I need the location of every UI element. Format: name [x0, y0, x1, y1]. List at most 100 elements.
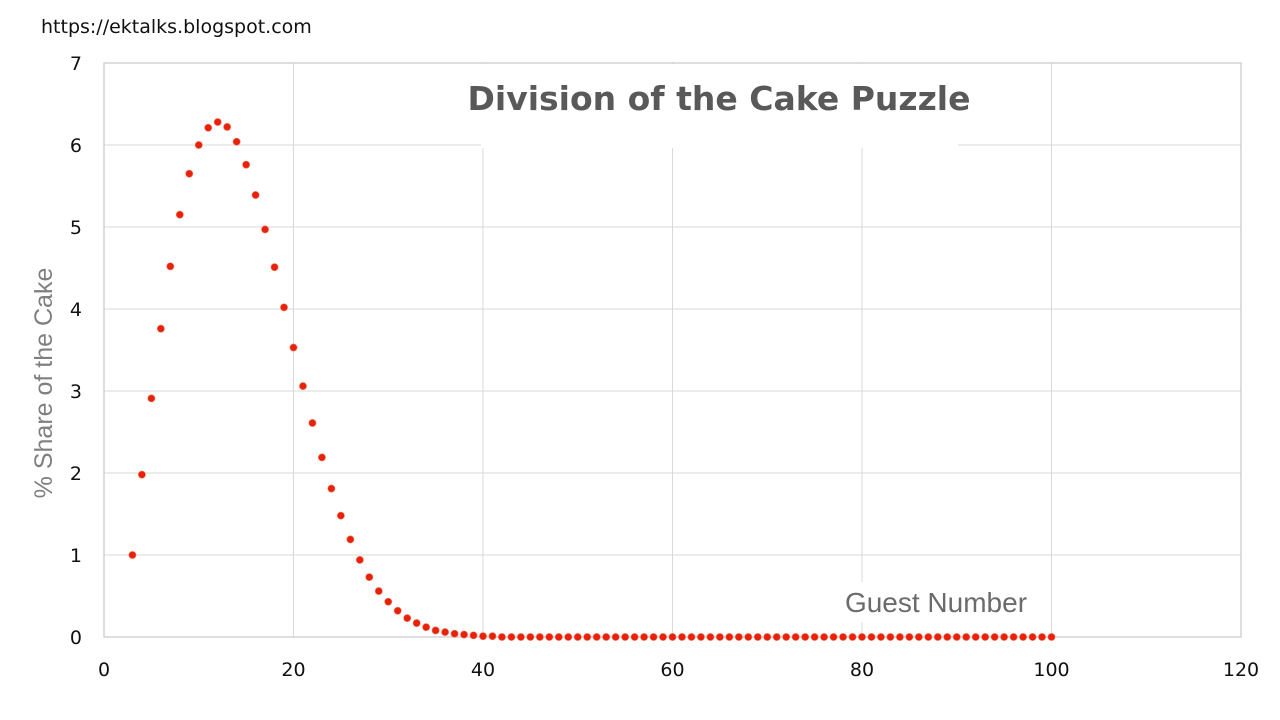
x-axis-label: Guest Number — [845, 587, 1027, 618]
y-tick-label: 1 — [70, 545, 82, 567]
data-point — [886, 633, 895, 641]
x-tick-label: 60 — [660, 659, 684, 681]
data-point — [1019, 633, 1027, 641]
data-point — [839, 633, 847, 641]
y-tick-label: 6 — [70, 135, 82, 157]
data-point — [194, 141, 203, 149]
data-point — [697, 633, 705, 641]
data-point — [517, 633, 525, 641]
data-point — [952, 633, 961, 641]
data-point — [630, 633, 639, 641]
data-point — [877, 633, 885, 641]
y-axis-label: % Share of the Cake — [30, 268, 58, 499]
data-point — [204, 123, 213, 132]
data-point — [1028, 633, 1037, 641]
data-point — [479, 632, 487, 641]
data-point — [384, 597, 393, 606]
data-point — [687, 633, 696, 641]
data-point — [526, 633, 535, 641]
data-point — [583, 633, 592, 641]
data-point — [858, 633, 866, 641]
data-point — [914, 633, 923, 641]
data-point — [242, 160, 251, 169]
y-tick-label: 5 — [70, 217, 82, 239]
data-point — [1009, 633, 1018, 641]
data-point — [374, 587, 383, 595]
data-point — [763, 633, 772, 641]
data-point — [137, 470, 146, 479]
y-tick-label: 7 — [70, 53, 82, 75]
data-point — [1047, 633, 1056, 641]
data-point — [905, 633, 914, 641]
chart-title: Division of the Cake Puzzle — [468, 79, 971, 118]
data-point — [318, 453, 326, 462]
data-point — [772, 633, 781, 641]
data-point — [896, 633, 904, 641]
xlabel-background — [828, 582, 1046, 622]
data-point — [981, 633, 990, 641]
data-point — [469, 631, 478, 640]
x-tick-label: 40 — [471, 659, 495, 681]
x-tick-label: 100 — [1033, 659, 1069, 681]
data-point — [365, 573, 374, 582]
data-point — [270, 263, 279, 272]
data-point — [261, 225, 269, 234]
data-point — [564, 633, 573, 641]
data-point — [441, 628, 449, 636]
data-point — [791, 633, 800, 641]
data-points — [128, 118, 1056, 641]
data-point — [592, 633, 601, 641]
data-point — [156, 324, 165, 333]
data-point — [924, 633, 933, 641]
data-point — [223, 123, 232, 131]
data-point — [355, 556, 364, 564]
x-tick-label: 120 — [1223, 659, 1259, 681]
data-point — [867, 633, 876, 641]
data-point — [668, 633, 677, 641]
data-point — [450, 629, 459, 638]
data-point — [412, 619, 421, 627]
data-point — [573, 633, 582, 641]
data-point — [1000, 633, 1009, 641]
watermark-url: https://ektalks.blogspot.com — [41, 16, 312, 38]
data-point — [829, 633, 838, 641]
data-point — [621, 633, 630, 641]
data-point — [801, 633, 810, 641]
data-point — [678, 633, 686, 641]
y-tick-label: 3 — [70, 381, 82, 403]
data-point — [232, 137, 241, 146]
data-point — [744, 633, 753, 641]
data-point — [820, 633, 828, 641]
x-tick-label: 0 — [98, 659, 110, 681]
data-point — [990, 633, 999, 641]
data-point — [498, 633, 506, 641]
y-axis-ticks: 0 1 2 3 4 5 6 7 — [70, 53, 82, 649]
data-point — [810, 633, 819, 641]
data-point — [488, 632, 497, 641]
data-point — [327, 484, 336, 493]
data-point — [299, 382, 307, 390]
data-point — [289, 343, 298, 352]
data-point — [640, 633, 648, 641]
data-point — [1038, 633, 1046, 641]
data-point — [393, 606, 402, 615]
x-tick-label: 20 — [281, 659, 305, 681]
data-point — [971, 633, 980, 641]
data-point — [545, 633, 554, 641]
data-point — [280, 303, 288, 312]
data-point — [460, 630, 468, 639]
title-background — [481, 64, 958, 148]
data-point — [251, 191, 260, 199]
y-tick-label: 4 — [70, 299, 82, 321]
data-point — [175, 210, 184, 219]
data-point — [535, 633, 544, 641]
data-point — [848, 633, 857, 641]
y-tick-label: 2 — [70, 463, 82, 485]
data-point — [403, 614, 412, 623]
data-point — [147, 394, 156, 403]
data-point — [753, 633, 762, 641]
data-point — [649, 633, 658, 641]
x-tick-label: 80 — [850, 659, 874, 681]
data-point — [782, 633, 791, 641]
